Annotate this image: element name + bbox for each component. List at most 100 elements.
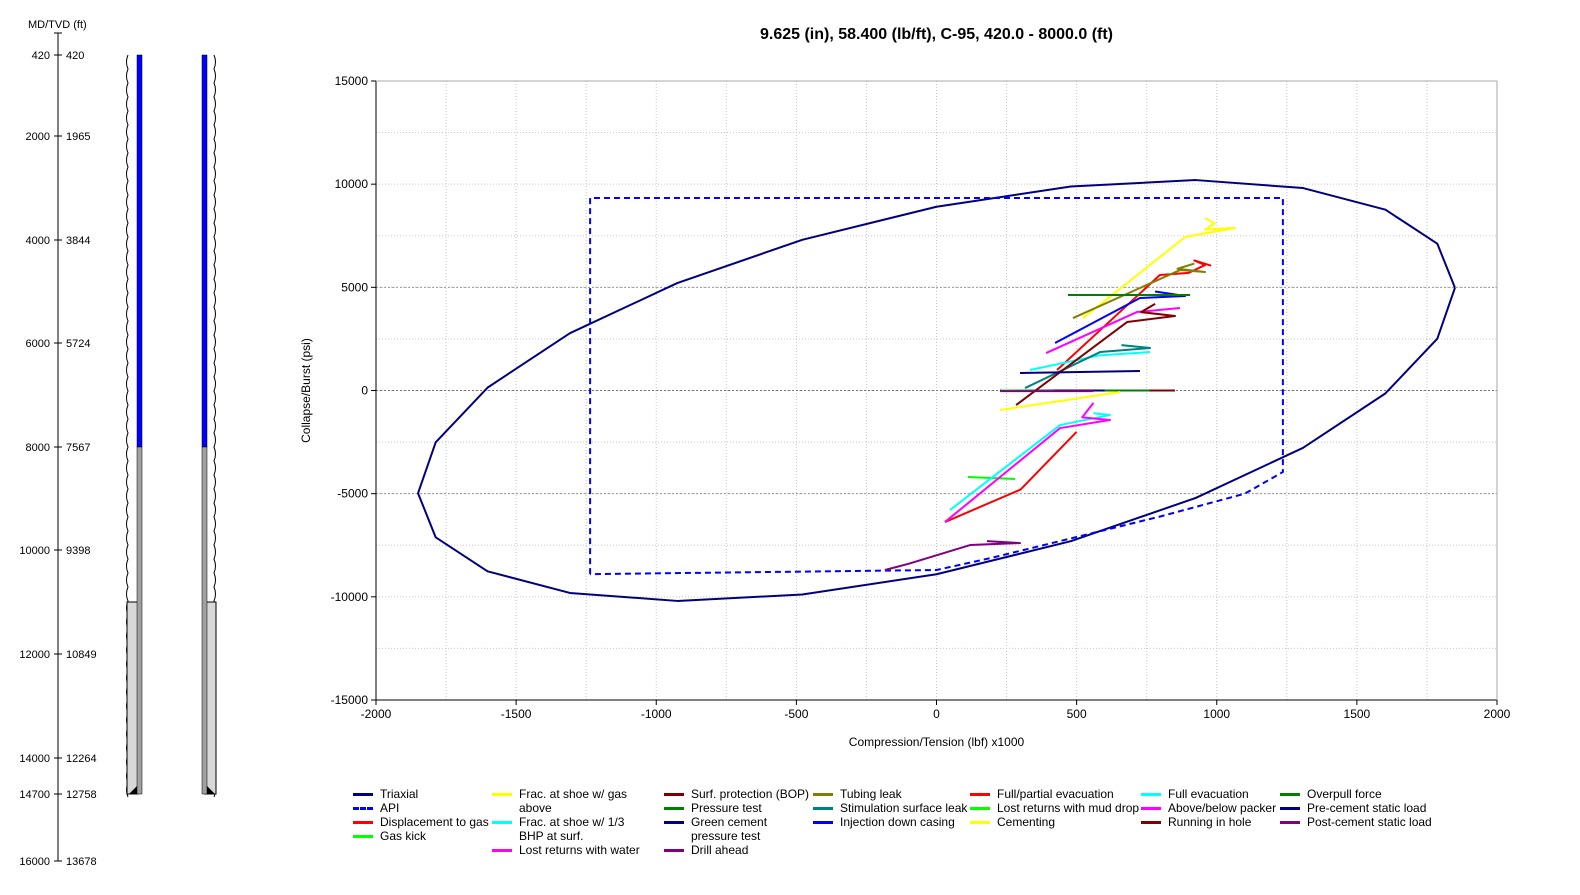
legend-label: Displacement to gas [380, 815, 489, 829]
tvd-label: 5724 [66, 338, 90, 350]
tvd-label: 10849 [66, 649, 97, 661]
legend-item: Above/below packer [1140, 801, 1279, 815]
x-tick-label: 1000 [1203, 707, 1230, 721]
legend-item: Drill ahead [663, 843, 812, 857]
legend-item: Full/partial evacuation [969, 787, 1140, 801]
series-line-frac-at-shoe-w-gas-above [1082, 217, 1236, 319]
legend-label: Running in hole [1168, 815, 1252, 829]
legend-column: Overpull force Pre-cement static load Post… [1279, 787, 1439, 857]
series-line-triaxial [417, 179, 1456, 602]
series-line-drill-ahead [884, 540, 1022, 571]
y-tick-label: 0 [361, 384, 368, 398]
md-label: 6000 [26, 338, 50, 350]
legend-label: Drill ahead [691, 843, 749, 857]
legend-swatch [353, 793, 373, 796]
y-tick-label: -10000 [331, 590, 369, 604]
well-schematic: MD/TVD (ft) 420 420 2000 1965 4000 3844 6000 572… [19, 19, 217, 868]
legend-item: Lost returns with water [491, 843, 663, 857]
legend-swatch [1280, 793, 1300, 796]
legend-label: Full evacuation [1168, 787, 1249, 801]
legend-label: Full/partial evacuation [997, 787, 1114, 801]
legend-swatch [813, 807, 833, 810]
tvd-label: 13678 [66, 856, 97, 868]
tvd-label: 12264 [66, 753, 97, 765]
legend-label: Triaxial [380, 787, 419, 801]
legend-item: Green cement pressure test [663, 815, 812, 843]
y-tick-label: 5000 [341, 280, 368, 294]
y-axis-label: Collapse/Burst (psi) [299, 338, 313, 443]
legend-item: Injection down casing [812, 815, 969, 829]
legend-label: Pressure test [691, 801, 762, 815]
y-tick-label: 10000 [335, 177, 369, 191]
legend-swatch [353, 807, 373, 810]
legend-item: Pre-cement static load [1279, 801, 1439, 815]
legend-item: Surf. protection (BOP) [663, 787, 812, 801]
legend-label: Above/below packer [1168, 801, 1277, 815]
casing-section [136, 446, 143, 795]
legend-swatch [813, 821, 833, 824]
legend-column: Full evacuation Above/below packer Running… [1140, 787, 1279, 857]
md-label: 420 [32, 50, 50, 62]
legend-label: Cementing [997, 815, 1056, 829]
x-tick-label: -2000 [361, 707, 392, 721]
x-tick-label: 1500 [1344, 707, 1371, 721]
legend-label: Frac. at shoe w/ 1/3 BHP at surf. [519, 815, 625, 843]
legend-swatch [664, 821, 684, 824]
legend-label: Injection down casing [840, 815, 955, 829]
legend-label: Stimulation surface leak [840, 801, 968, 815]
series-line-above-below-packer [944, 402, 1111, 523]
depth-axis-title: MD/TVD (ft) [28, 19, 87, 31]
legend-column: Frac. at shoe w/ gas above Frac. at shoe … [491, 787, 663, 857]
legend-label: Pre-cement static load [1307, 801, 1427, 815]
chart-legend: Triaxial API Displacement to gas Gas kick Fr… [352, 787, 1439, 857]
series-line-full-evacuation [949, 412, 1111, 511]
series-line-injection-down-casing [1054, 290, 1187, 344]
x-tick-label: -500 [784, 707, 808, 721]
chart-title: 9.625 (in), 58.400 (lb/ft), C-95, 420.0 … [759, 26, 1114, 43]
legend-swatch [970, 807, 990, 810]
legend-item: Gas kick [352, 829, 491, 843]
legend-item: Frac. at shoe w/ 1/3 BHP at surf. [491, 815, 663, 843]
legend-swatch [492, 821, 512, 824]
legend-swatch [1141, 793, 1161, 796]
x-tick-label: 500 [1067, 707, 1087, 721]
legend-item: Frac. at shoe w/ gas above [491, 787, 663, 815]
legend-item: Overpull force [1279, 787, 1439, 801]
md-label: 2000 [26, 131, 50, 143]
series-line-full-partial-evacuation [944, 431, 1078, 523]
legend-label: Tubing leak [840, 787, 902, 801]
legend-label: Frac. at shoe w/ gas above [519, 787, 628, 815]
legend-swatch [1141, 807, 1161, 810]
tvd-label: 3844 [66, 235, 90, 247]
legend-item: Tubing leak [812, 787, 969, 801]
legend-swatch [1141, 821, 1161, 824]
legend-item: API [352, 801, 491, 815]
legend-label: API [380, 801, 400, 815]
series-line-frac-at-shoe-w-1-3-bhp-at-surf [1029, 351, 1151, 372]
md-label: 12000 [19, 649, 50, 661]
legend-column: Tubing leak Stimulation surface leak Injec… [812, 787, 969, 857]
casing-shoe-right [207, 786, 215, 794]
legend-item: Full evacuation [1140, 787, 1279, 801]
legend-item: Triaxial [352, 787, 491, 801]
legend-label: Green cement pressure test [691, 815, 768, 843]
legend-swatch [1280, 821, 1300, 824]
legend-label: Gas kick [380, 829, 427, 843]
legend-swatch [664, 849, 684, 852]
x-tick-label: -1500 [501, 707, 532, 721]
tvd-label: 1965 [66, 131, 90, 143]
legend-swatch [664, 793, 684, 796]
x-tick-label: -1000 [641, 707, 672, 721]
y-tick-label: -5000 [337, 487, 368, 501]
legend-label: Overpull force [1307, 787, 1382, 801]
legend-item: Cementing [969, 815, 1140, 829]
legend-column: Surf. protection (BOP) Pressure test Green… [663, 787, 812, 857]
legend-label: Lost returns with water [519, 843, 640, 857]
md-label: 16000 [19, 856, 50, 868]
x-tick-label: 0 [933, 707, 940, 721]
legend-label: Surf. protection (BOP) [691, 787, 810, 801]
casing-shoe-left [129, 786, 137, 794]
x-tick-label: 2000 [1484, 707, 1511, 721]
legend-label: Lost returns with mud drop [997, 801, 1140, 815]
